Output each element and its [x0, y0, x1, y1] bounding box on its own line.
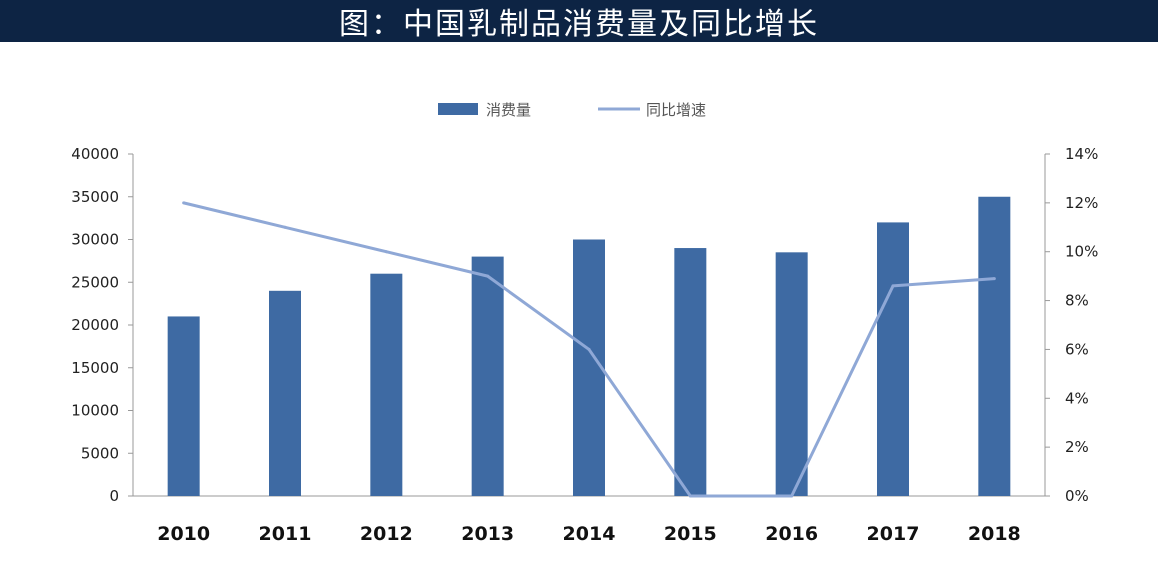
left-tick-label: 25000 — [71, 273, 119, 291]
right-tick-label: 4% — [1065, 389, 1089, 407]
x-tick-label: 2011 — [259, 523, 312, 545]
growth-line — [182, 201, 996, 498]
line-point — [891, 284, 895, 288]
x-tick-label: 2010 — [157, 523, 210, 545]
right-tick-label: 6% — [1065, 340, 1089, 358]
x-tick-label: 2014 — [563, 523, 616, 545]
right-tick-label: 10% — [1065, 243, 1098, 261]
left-tick-label: 0 — [109, 487, 119, 505]
x-tick-label: 2012 — [360, 523, 413, 545]
x-tick-label: 2017 — [867, 523, 920, 545]
bar — [167, 316, 200, 496]
legend-swatch-bar — [438, 103, 478, 115]
bar — [573, 239, 605, 496]
axes: 0 5000 10000 15000 20000 25000 30000 35000 40000… — [71, 145, 1098, 545]
left-tick-label: 35000 — [71, 188, 119, 206]
left-tick-label: 15000 — [71, 359, 119, 377]
right-tick-label: 8% — [1065, 292, 1089, 310]
right-tick-label: 0% — [1065, 487, 1089, 505]
chart: 消费量 同比增速 0 5000 10000 15000 20000 25000 30000 3… — [71, 101, 1098, 545]
line-point — [587, 347, 591, 351]
page-title: 图：中国乳制品消费量及同比增长 — [339, 7, 819, 42]
line-point — [486, 274, 490, 278]
legend-label-bar: 消费量 — [486, 101, 531, 119]
bar — [978, 196, 1011, 496]
legend-label-line: 同比增速 — [646, 101, 706, 119]
bar — [877, 222, 909, 496]
bar — [775, 252, 808, 496]
left-tick-label: 20000 — [71, 316, 119, 334]
x-tick-label: 2016 — [765, 523, 818, 545]
bar — [269, 290, 301, 496]
right-tick-label: 2% — [1065, 438, 1089, 456]
right-tick-label: 14% — [1065, 145, 1098, 163]
line-point — [283, 225, 287, 229]
left-tick-label: 10000 — [71, 402, 119, 420]
line-point — [688, 494, 692, 498]
bar — [471, 256, 504, 496]
line-point — [992, 277, 996, 281]
line-point — [384, 250, 388, 254]
bar — [674, 248, 707, 496]
x-tick-label: 2015 — [664, 523, 717, 545]
x-tick-label: 2018 — [968, 523, 1021, 545]
left-tick-label: 40000 — [71, 145, 119, 163]
line-point — [182, 201, 186, 205]
x-tick-label: 2013 — [461, 523, 514, 545]
left-tick-label: 30000 — [71, 231, 119, 249]
right-tick-label: 12% — [1065, 194, 1098, 212]
bars — [167, 196, 1011, 496]
title-bar: 图：中国乳制品消费量及同比增长 — [0, 0, 1158, 42]
line-point — [790, 494, 794, 498]
bar — [370, 273, 403, 496]
legend: 消费量 同比增速 — [438, 101, 706, 119]
left-tick-label: 5000 — [81, 444, 119, 462]
